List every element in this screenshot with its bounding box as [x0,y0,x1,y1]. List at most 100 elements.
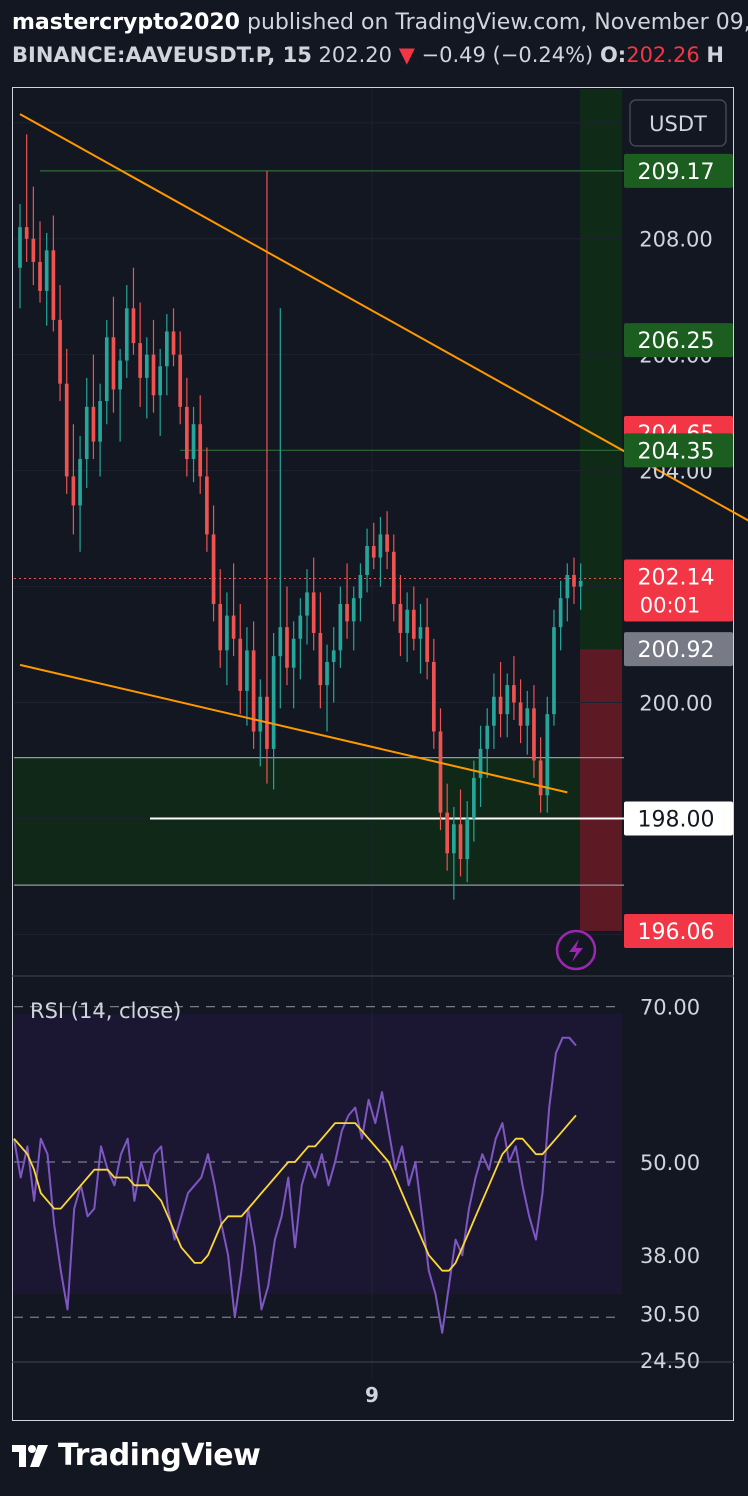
price-label-box [624,801,733,836]
chart-header: mastercrypto2020 published on TradingVie… [12,6,748,70]
candle-body [505,685,510,715]
last-price: 202.20 [318,43,392,67]
currency-button-label: USDT [649,112,707,136]
candle-body [452,824,456,854]
candle-body [512,685,516,703]
publish-line: mastercrypto2020 published on TradingVie… [12,6,748,40]
candle-body [525,708,530,726]
candle-body [231,615,236,639]
candle-body [131,308,136,344]
candle-body [104,337,109,402]
candle-body [465,818,470,860]
candle-body [478,748,483,778]
candle-body [278,627,283,657]
candle-body [431,661,436,732]
candle-body [285,627,289,668]
candle-body [165,331,169,367]
price-label-box [624,153,733,188]
candle-body [271,656,276,749]
candle-body [211,534,216,604]
alert-icon [555,929,597,971]
candle-body [331,650,336,662]
candle-body [144,354,149,378]
candle-body [291,638,296,668]
candle-body [91,406,96,442]
candle-body [445,812,450,854]
rsi-layer: RSI (14, close) [13,999,622,1334]
support-zone [14,757,580,886]
candle-body [218,603,223,651]
candle-body [71,476,76,506]
candle-body [578,580,583,587]
trendline [19,663,568,794]
price-tick: 200.00 [639,692,712,716]
candle-body [151,354,156,396]
candle-body [552,627,556,715]
candle-body [51,250,56,320]
price-label: 206.25 [638,329,715,354]
rsi-tick: 70.00 [640,996,700,1020]
candle-body [492,696,496,726]
candle-body [298,615,303,639]
candle-body [225,615,229,651]
published-text: published on TradingView.com, November 0… [247,10,748,35]
tradingview-logo[interactable]: TradingView [12,1438,261,1473]
price-label: 202.14 [638,565,715,590]
price-change: −0.49 (−0.24%) [421,43,594,67]
symbol-line: BINANCE:AAVEUSDT.P, 15 202.20 ▼ −0.49 (−… [12,40,748,70]
long-stop-zone [580,649,622,931]
candle-body [118,360,122,390]
time-tick: 9 [365,1383,379,1407]
candle-body [378,534,383,558]
candle-body [358,574,363,599]
candle-body [518,702,523,726]
price-label-box [624,913,733,948]
candle-body [338,603,343,651]
currency-button[interactable]: USDT [629,99,727,147]
symbol-name[interactable]: BINANCE:AAVEUSDT.P, 15 [12,43,312,67]
candle-body [318,632,323,686]
candle-body [98,401,102,442]
price-label-box [624,559,733,622]
candle-body [545,714,550,796]
candle-body [31,238,36,262]
candle-body [538,760,543,796]
candle-body [185,406,189,460]
candle-body [111,337,116,390]
high-label: H [706,43,724,67]
rsi-tick: 24.50 [640,1349,700,1373]
candle-body [371,545,376,558]
tradingview-logo-icon [12,1444,48,1467]
candle-body [38,261,42,291]
zones-layer [14,89,622,1294]
candle-body [472,777,476,819]
rsi-tick: 38.00 [640,1244,700,1268]
trendlines-layer [19,113,748,971]
candle-body [58,319,62,384]
candle-body [305,592,309,616]
rsi-band [14,1014,622,1294]
countdown-label: 00:01 [640,593,701,617]
candle-body [325,661,329,686]
currency-button-bg [629,99,727,147]
levels-layer [14,170,624,886]
candle-body [405,609,409,633]
candle-body [311,592,316,633]
candle-body [158,366,163,396]
candle-body [558,598,563,628]
candle-body [124,308,129,361]
candle-body [498,696,503,715]
candle-body [171,331,176,355]
chart-frame[interactable] [12,87,734,1421]
price-label: 200.92 [638,638,715,663]
candle-body [18,227,22,268]
candle-body [64,383,69,477]
candle-body [251,650,256,732]
axis-layer: 210.00208.00206.00204.00200.00198.00209.… [365,99,733,1407]
rsi-tick: 30.50 [640,1302,700,1326]
price-label-box [624,433,733,468]
candle-body [198,424,203,477]
author-name[interactable]: mastercrypto2020 [12,10,240,35]
candle-body [24,227,29,239]
